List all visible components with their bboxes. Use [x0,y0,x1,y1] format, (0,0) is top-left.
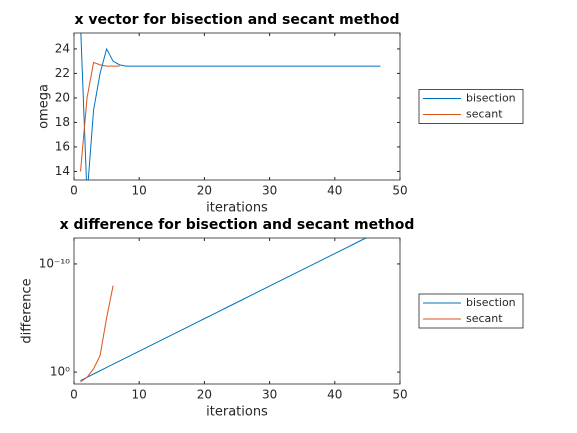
axes: 0 10 20 30 40 50 14 16 18 20 22 24 x vector for bise… [37,12,524,216]
plot-area [74,33,400,180]
y-axis-label: difference [20,278,35,343]
y-tick-label: 22 [55,66,70,80]
x-tick-label: 20 [197,388,212,402]
x-tick-label: 10 [132,388,147,402]
lines [80,238,368,383]
x-tick-label: 50 [392,184,407,198]
legend: bisection secant [418,293,524,329]
y-axis-label: omega [37,84,52,129]
legend-label: bisection [466,296,516,309]
y-tick-label: 10⁰ [50,365,70,379]
legend-label: bisection [466,92,516,105]
axes-box [73,32,401,181]
y-tick-label: 24 [55,41,70,55]
y-tick-label: 20 [55,90,70,104]
x-tick-label: 0 [70,388,78,402]
legend-box [418,89,524,124]
legend-box [418,293,524,329]
axes: 0 10 20 30 40 50 10⁰ 10⁻¹⁰ x difference for bise… [20,217,524,420]
legend-label: secant [466,312,503,325]
data-line [80,285,114,383]
chart-title: x difference for bisection and secant me… [60,217,415,233]
x-axis-label: iterations [206,201,268,216]
legend: bisection secant [418,89,524,124]
y-tick-label: 18 [55,115,70,129]
data-line [80,238,368,381]
y-tick-label: 16 [55,139,70,153]
x-axis-label: iterations [206,405,268,420]
y-tick-label: 10⁻¹⁰ [39,256,70,270]
axes-box [73,237,401,385]
x-tick-label: 20 [197,184,212,198]
x-tick-label: 40 [327,184,342,198]
chart-title: x vector for bisection and secant method [74,12,399,28]
x-tick-label: 30 [262,184,277,198]
x-tick-label: 0 [70,184,78,198]
x-tick-label: 40 [327,388,342,402]
data-line [80,33,381,180]
plot-area [74,238,400,384]
y-tick-label: 14 [55,164,70,178]
legend-label: secant [466,108,503,121]
lines [80,33,381,180]
x-tick-label: 30 [262,388,277,402]
x-tick-label: 10 [132,184,147,198]
data-line [80,61,120,172]
x-tick-label: 50 [392,388,407,402]
